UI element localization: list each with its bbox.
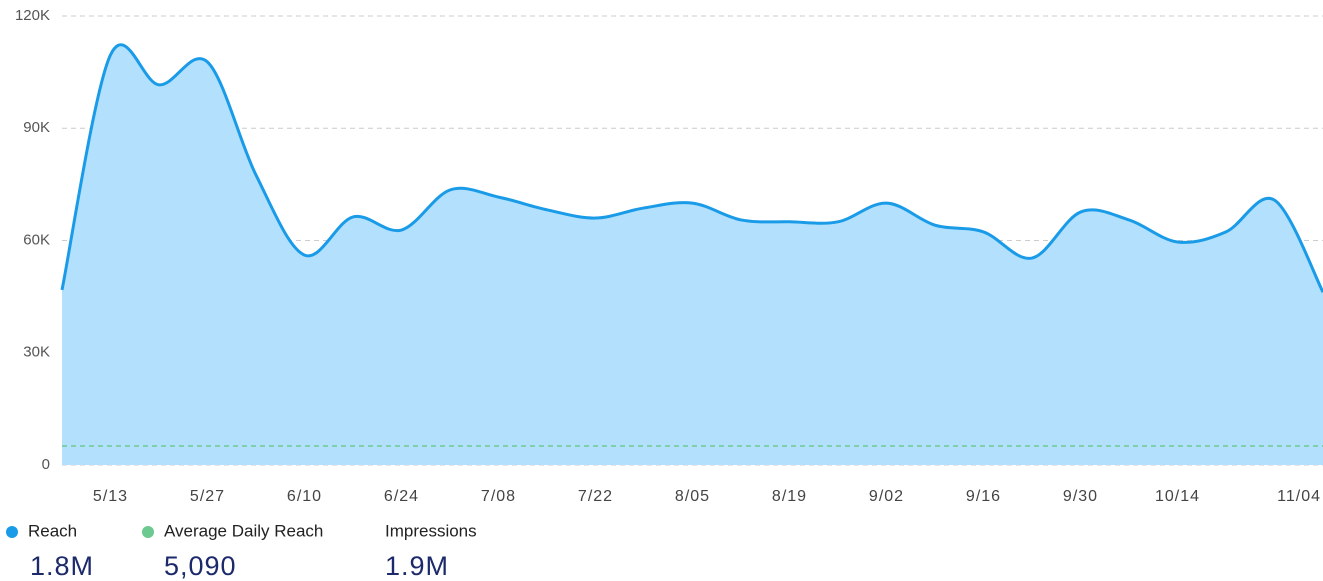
y-tick-label: 60K: [23, 231, 50, 248]
legend-label: Average Daily Reach: [164, 521, 323, 540]
x-tick-label: 5/27: [190, 488, 225, 505]
x-tick-label: 9/30: [1063, 488, 1098, 505]
line: [60, 43, 1323, 293]
summary-value: 1.9M: [385, 551, 449, 581]
summary-value: 1.8M: [30, 551, 94, 581]
x-tick-label: 8/19: [772, 488, 807, 505]
y-tick-label: 120K: [15, 7, 50, 24]
x-tick-label: 9/16: [966, 488, 1001, 505]
x-tick-label: 6/10: [287, 488, 322, 505]
y-tick-label: 0: [42, 456, 50, 473]
x-tick-label: 8/05: [675, 488, 710, 505]
legend-label: Reach: [28, 521, 77, 540]
area: [62, 44, 1323, 466]
y-tick-label: 90K: [23, 119, 50, 136]
x-tick-label: 11/04: [1277, 488, 1321, 505]
x-tick-label: 7/08: [481, 488, 516, 505]
summary-value: 5,090: [164, 551, 237, 581]
legend-dot: [142, 526, 154, 538]
y-tick-label: 30K: [23, 344, 50, 361]
x-tick-label: 6/24: [384, 488, 419, 505]
x-tick-label: 9/02: [869, 488, 904, 505]
x-tick-label: 7/22: [578, 488, 613, 505]
x-tick-label: 10/14: [1155, 488, 1200, 505]
legend-dot: [6, 526, 18, 538]
legend-label: Impressions: [385, 521, 477, 540]
x-tick-label: 5/13: [93, 488, 128, 505]
